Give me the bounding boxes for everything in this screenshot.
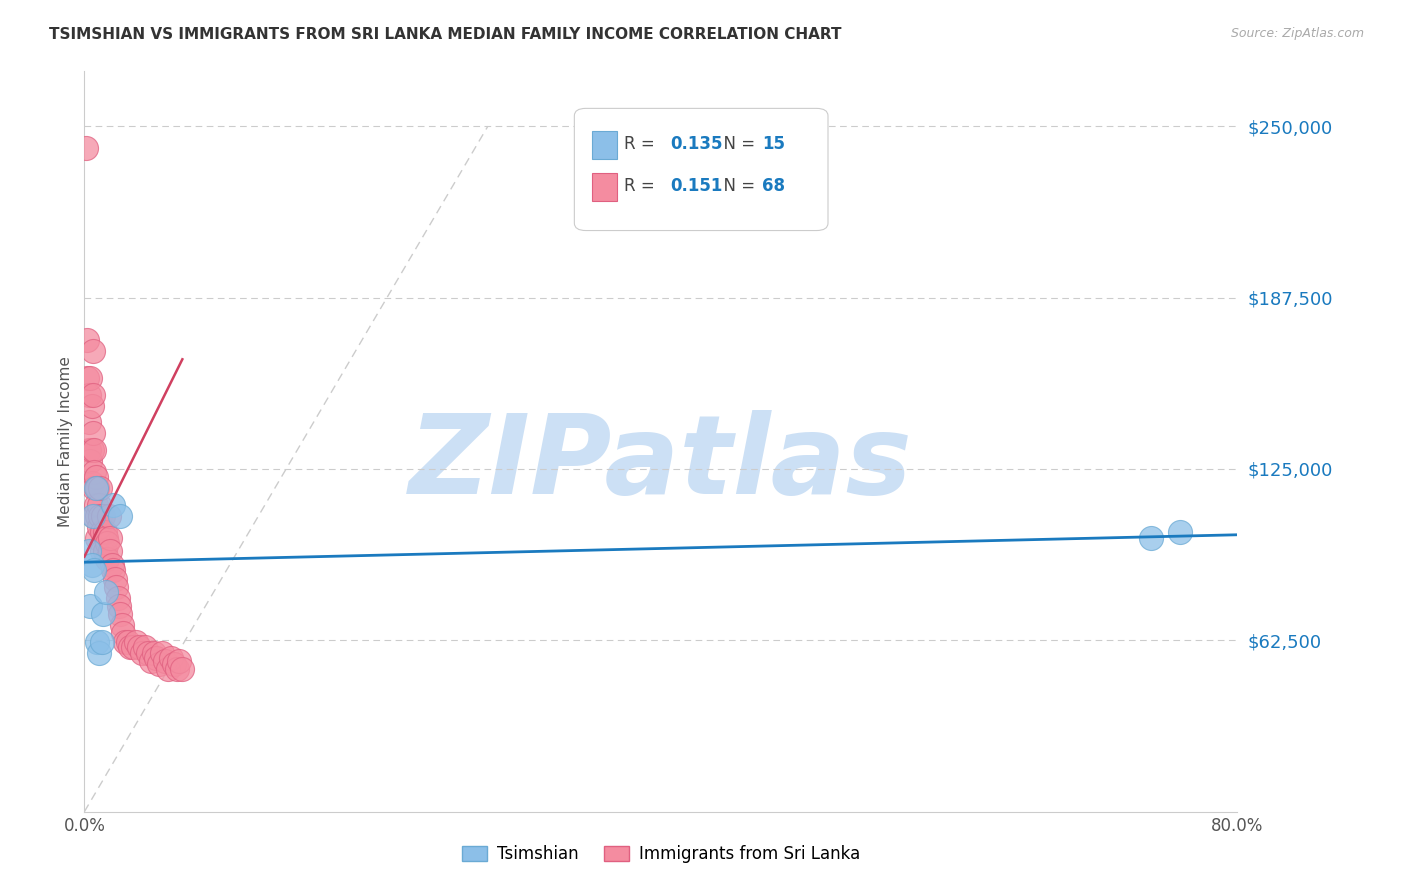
Point [87,646,110,660]
Point [98,544,121,558]
Point [84,470,107,484]
Point [83,481,105,495]
Point [77,544,100,558]
Point [83,442,105,457]
Point [84,481,107,495]
Point [142,646,165,660]
Point [114,634,136,648]
Y-axis label: Median Family Income: Median Family Income [58,356,73,527]
Point [87,519,110,533]
Point [79,454,101,468]
Point [100,558,122,572]
Point [96,536,118,550]
Point [77,415,100,429]
Point [111,618,134,632]
Point [82,508,104,523]
Point [163,657,186,671]
Point [91,508,114,523]
Point [89,508,111,523]
Point [86,508,108,523]
Point [139,654,162,668]
Point [172,662,194,676]
Point [86,531,108,545]
Point [79,371,101,385]
Point [80,399,103,413]
Point [83,465,105,479]
Point [125,634,148,648]
Legend: Tsimshian, Immigrants from Sri Lanka: Tsimshian, Immigrants from Sri Lanka [456,838,866,870]
Point [80,558,103,572]
Point [166,662,188,676]
Point [87,498,110,512]
Point [94,585,117,599]
Point [91,607,114,622]
Point [77,388,100,402]
Point [120,640,142,655]
Point [136,646,159,660]
Point [83,508,105,523]
Point [96,552,118,566]
Point [128,640,150,655]
Point [97,508,120,523]
Point [84,498,107,512]
Text: 0.151: 0.151 [671,178,723,195]
Point [112,626,135,640]
Point [86,481,108,495]
Point [90,524,112,539]
Text: 68: 68 [762,178,786,195]
Point [110,508,132,523]
Text: 0.135: 0.135 [671,135,723,153]
Point [93,524,115,539]
Point [160,651,183,665]
Point [89,481,111,495]
Text: ZIPatlas: ZIPatlas [409,410,912,517]
Point [108,599,131,613]
Point [1140,531,1163,545]
Text: TSIMSHIAN VS IMMIGRANTS FROM SRI LANKA MEDIAN FAMILY INCOME CORRELATION CHART: TSIMSHIAN VS IMMIGRANTS FROM SRI LANKA M… [49,27,842,42]
Point [131,646,153,660]
Point [98,531,121,545]
Text: Source: ZipAtlas.com: Source: ZipAtlas.com [1230,27,1364,40]
Point [107,591,129,605]
Point [117,634,139,648]
Point [82,426,104,441]
FancyBboxPatch shape [592,173,617,201]
Point [90,634,112,648]
Point [122,640,145,655]
Point [156,662,179,676]
FancyBboxPatch shape [592,130,617,159]
Point [82,388,104,402]
Point [105,580,128,594]
Text: N =: N = [713,178,761,195]
Point [94,531,117,545]
Point [77,442,100,457]
Point [90,544,112,558]
Point [110,607,132,622]
Point [83,563,105,577]
Point [145,651,167,665]
FancyBboxPatch shape [575,109,828,230]
Point [93,544,115,558]
Text: N =: N = [713,135,761,153]
Text: 15: 15 [762,135,786,153]
Point [1168,524,1191,539]
Point [150,646,173,660]
Point [80,442,103,457]
Point [75,141,97,155]
Point [76,371,98,385]
Point [86,634,108,648]
Point [148,657,170,671]
Point [169,654,191,668]
Point [79,599,101,613]
Text: R =: R = [624,178,659,195]
Text: R =: R = [624,135,659,153]
Point [82,344,104,359]
Point [103,498,124,512]
Point [80,475,103,490]
Point [134,640,156,655]
Point [76,333,98,347]
Point [103,563,124,577]
Point [104,572,127,586]
Point [153,654,176,668]
